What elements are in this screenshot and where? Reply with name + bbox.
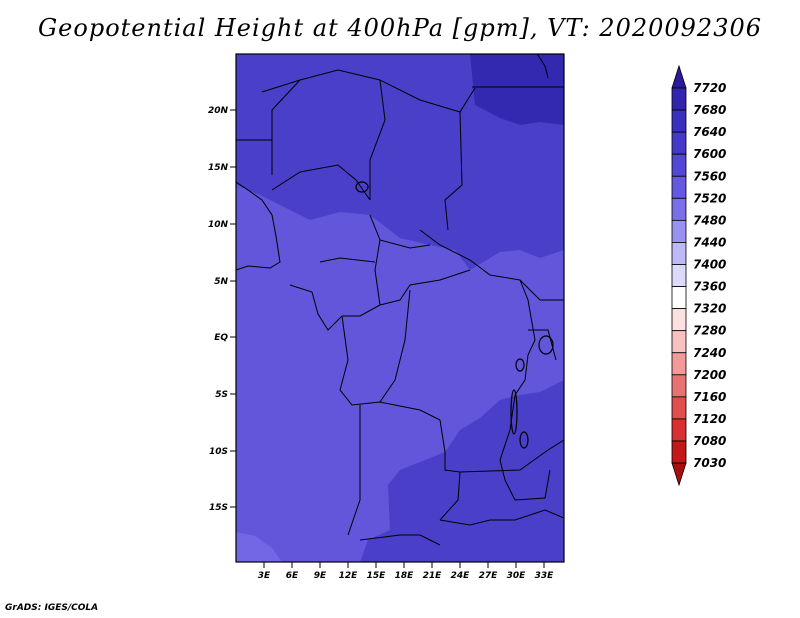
legend-level-label: 7030 (693, 456, 726, 470)
legend-swatch (671, 175, 687, 199)
lat-label: 15S (209, 503, 228, 513)
legend-level-label: 7520 (693, 191, 726, 205)
legend-level-label: 7400 (693, 258, 726, 272)
legend-level-label: 7720 (693, 81, 726, 95)
legend-level-label: 7640 (693, 125, 726, 139)
legend-swatch (671, 153, 687, 177)
legend-swatch (671, 352, 687, 376)
legend-swatch (671, 109, 687, 133)
lon-label: 9E (314, 571, 327, 581)
lakes (355, 181, 554, 449)
legend-level-label: 7200 (693, 368, 726, 382)
lon-label: 24E (451, 571, 471, 581)
legend-level-label: 7120 (693, 412, 726, 426)
legend-level-label: 7600 (693, 147, 726, 161)
legend-level-label: 7480 (693, 213, 726, 227)
lat-label: 10S (209, 447, 228, 457)
legend-swatch (671, 418, 687, 442)
field-north-east (470, 54, 564, 125)
country-borders (236, 54, 564, 546)
lat-label: 15N (208, 163, 229, 173)
lon-label: 27E (479, 571, 499, 581)
lat-label: EQ (214, 333, 228, 343)
field-south-west (236, 532, 282, 562)
legend-level-label: 7080 (693, 434, 726, 448)
height-field (236, 54, 564, 562)
legend-swatch (671, 131, 687, 155)
legend-swatch (671, 330, 687, 354)
lon-axis (263, 562, 545, 568)
lon-label: 3E (258, 571, 271, 581)
legend-level-label: 7560 (693, 169, 726, 183)
legend-level-label: 7240 (693, 346, 726, 360)
legend-swatch (671, 440, 687, 464)
lat-labels: 20N 15N 10N 5N EQ 5S 10S 15S (208, 106, 229, 513)
legend-swatch (671, 264, 687, 287)
color-legend: 7720 7680 7640 7600 7560 7520 7480 7440 7400 7360… (671, 64, 726, 487)
lon-label: 15E (367, 571, 387, 581)
legend-swatch (671, 197, 687, 221)
field-south-east (360, 380, 564, 562)
legend-min-arrow (671, 462, 687, 487)
legend-level-label: 7360 (693, 280, 726, 294)
lon-label: 12E (339, 571, 359, 581)
lon-label: 30E (507, 571, 527, 581)
legend-level-label: 7320 (693, 302, 726, 316)
legend-swatch (671, 286, 687, 310)
legend-level-label: 7160 (693, 390, 726, 404)
legend-level-label: 7440 (693, 235, 726, 249)
legend-swatch (671, 374, 687, 398)
lat-axis (230, 109, 236, 508)
chart-title: Geopotential Height at 400hPa [gpm], VT:… (38, 14, 762, 42)
lon-labels: 3E 6E 9E 12E 15E 18E 21E 24E 27E 30E 33E (258, 571, 554, 581)
lat-label: 5N (214, 277, 228, 287)
lon-label: 33E (535, 571, 555, 581)
grads-credit: GrADS: IGES/COLA (5, 603, 99, 613)
lat-label: 20N (208, 106, 229, 116)
legend-swatch (671, 219, 687, 243)
lat-label: 10N (208, 220, 229, 230)
lat-label: 5S (215, 390, 228, 400)
legend-swatch (671, 87, 687, 111)
lon-label: 21E (423, 571, 443, 581)
lon-label: 18E (395, 571, 415, 581)
legend-swatch (671, 396, 687, 420)
legend-max-arrow (671, 64, 687, 89)
lon-label: 6E (286, 571, 299, 581)
legend-level-label: 7680 (693, 103, 726, 117)
map-frame (235, 53, 565, 563)
legend-swatch (671, 242, 687, 265)
legend-level-label: 7280 (693, 324, 726, 338)
legend-swatch (671, 308, 687, 332)
